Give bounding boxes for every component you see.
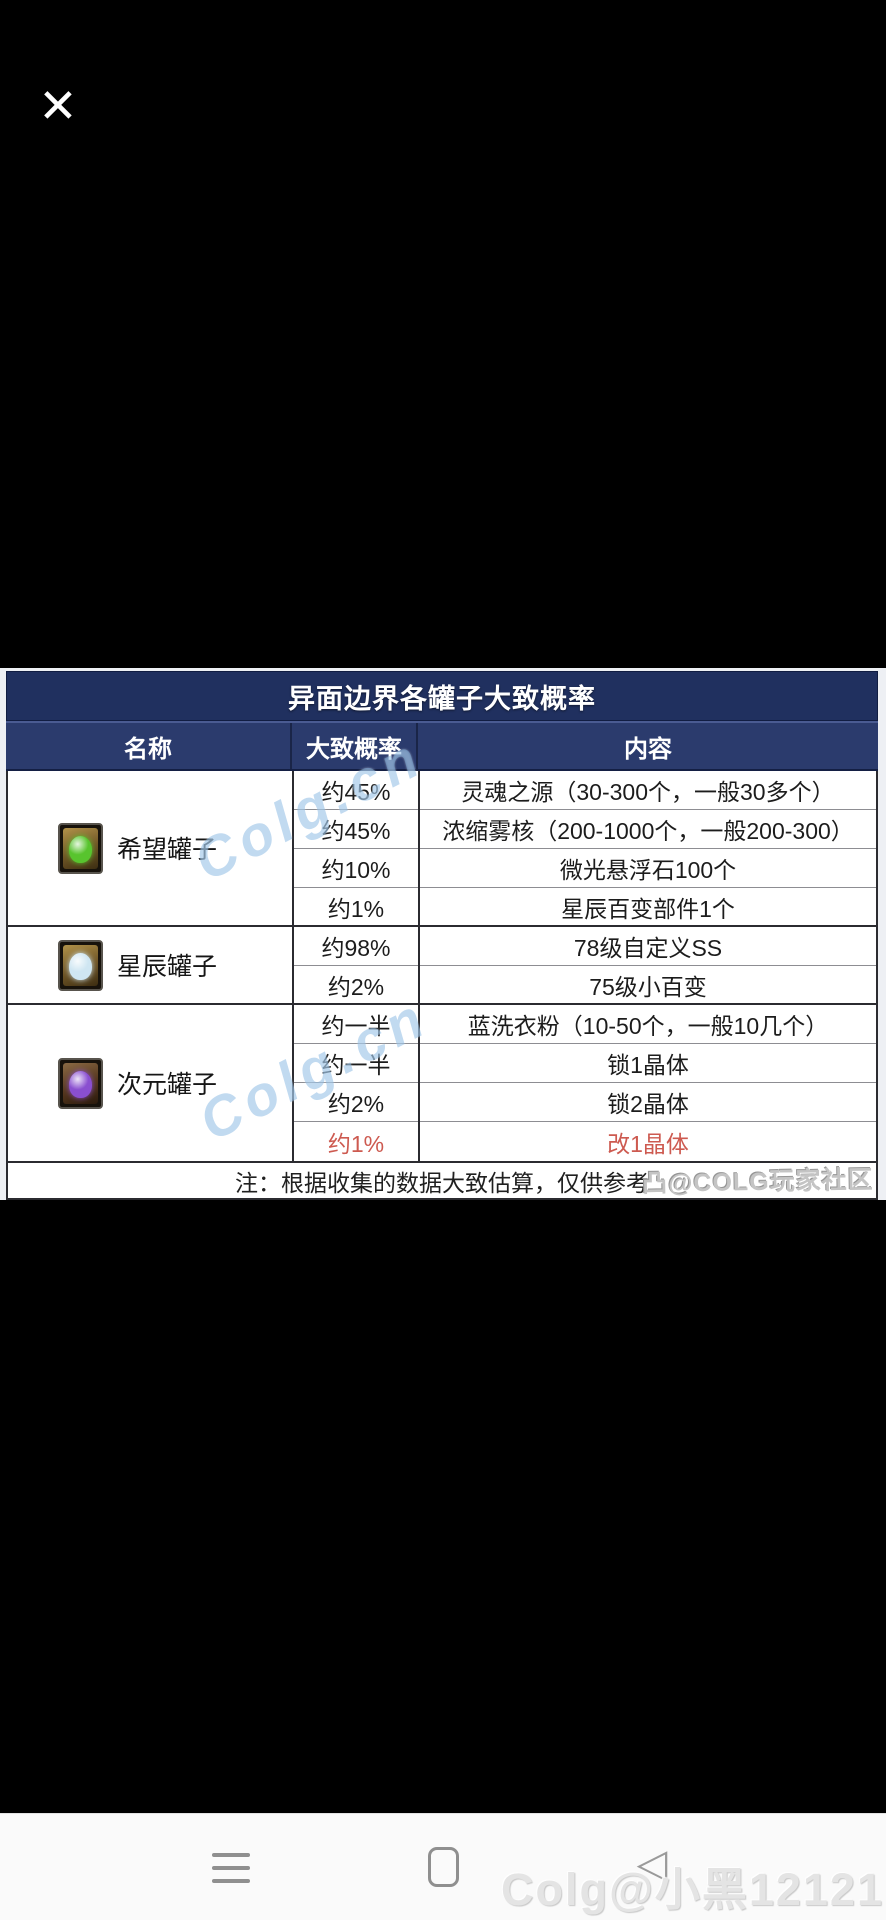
table-body: 希望罐子 星辰罐子 次元罐子 约45% 约45% 约10% 约1% 约98% 约…	[6, 771, 878, 1161]
probability-cell: 约一半	[294, 1005, 418, 1044]
content-cell: 75级小百变	[420, 966, 876, 1005]
probability-cell: 约45%	[294, 771, 418, 810]
jar-group-hope: 希望罐子	[8, 771, 292, 927]
star-jar-icon	[58, 939, 103, 991]
content-cell: 78级自定义SS	[420, 927, 876, 966]
jar-name-label: 星辰罐子	[117, 953, 218, 981]
content-cell: 改1晶体	[607, 1130, 689, 1157]
probability-cell: 约45%	[294, 810, 418, 849]
probability-cell: 约10%	[294, 849, 418, 888]
table-note-row: 注：根据收集的数据大致估算，仅供参考	[6, 1161, 878, 1200]
content-cell: 锁2晶体	[420, 1083, 876, 1122]
jar-name-label: 希望罐子	[117, 836, 218, 864]
probability-cell: 约1%	[327, 1130, 385, 1157]
probability-table: 异面边界各罐子大致概率 名称 大致概率 内容 希望罐子 星辰罐子 次元罐子	[0, 668, 886, 1200]
name-column: 希望罐子 星辰罐子 次元罐子	[8, 771, 294, 1161]
table-note: 注：根据收集的数据大致估算，仅供参考	[235, 1169, 649, 1196]
table-title: 异面边界各罐子大致概率	[288, 683, 596, 714]
probability-column: 约45% 约45% 约10% 约1% 约98% 约2% 约一半 约一半 约2% …	[294, 771, 420, 1161]
jar-group-star: 星辰罐子	[8, 927, 292, 1005]
recents-menu-button[interactable]	[212, 1853, 250, 1883]
close-icon: ✕	[38, 79, 78, 132]
content-cell: 锁1晶体	[420, 1044, 876, 1083]
home-button[interactable]	[428, 1847, 459, 1887]
content-column: 灵魂之源（30-300个，一般30多个） 浓缩雾核（200-1000个，一般20…	[420, 771, 876, 1161]
table-header-row: 名称 大致概率 内容	[6, 721, 878, 771]
close-button[interactable]: ✕	[30, 78, 86, 134]
android-nav-bar: ◁ Colg@小黑12121	[0, 1813, 886, 1920]
hope-jar-icon	[58, 822, 103, 874]
dimension-jar-icon	[58, 1057, 103, 1109]
column-header-probability: 大致概率	[292, 723, 418, 769]
content-cell: 星辰百变部件1个	[420, 888, 876, 927]
content-cell: 微光悬浮石100个	[420, 849, 876, 888]
author-watermark: Colg@小黑12121	[501, 1864, 884, 1915]
content-cell: 灵魂之源（30-300个，一般30多个）	[420, 771, 876, 810]
menu-icon	[212, 1853, 250, 1857]
probability-cell: 约2%	[294, 1083, 418, 1122]
content-cell: 浓缩雾核（200-1000个，一般200-300）	[420, 810, 876, 849]
probability-cell: 约2%	[294, 966, 418, 1005]
jar-name-label: 次元罐子	[117, 1071, 218, 1099]
probability-cell: 约一半	[294, 1044, 418, 1083]
jar-group-dimension: 次元罐子	[8, 1005, 292, 1161]
back-icon: ◁	[636, 1842, 668, 1886]
probability-cell: 约98%	[294, 927, 418, 966]
column-header-name: 名称	[6, 723, 292, 769]
probability-cell: 约1%	[294, 888, 418, 927]
content-cell: 蓝洗衣粉（10-50个，一般10几个）	[420, 1005, 876, 1044]
table-title-bar: 异面边界各罐子大致概率	[6, 671, 878, 721]
column-header-content: 内容	[624, 735, 672, 763]
back-button[interactable]: ◁	[630, 1842, 674, 1886]
